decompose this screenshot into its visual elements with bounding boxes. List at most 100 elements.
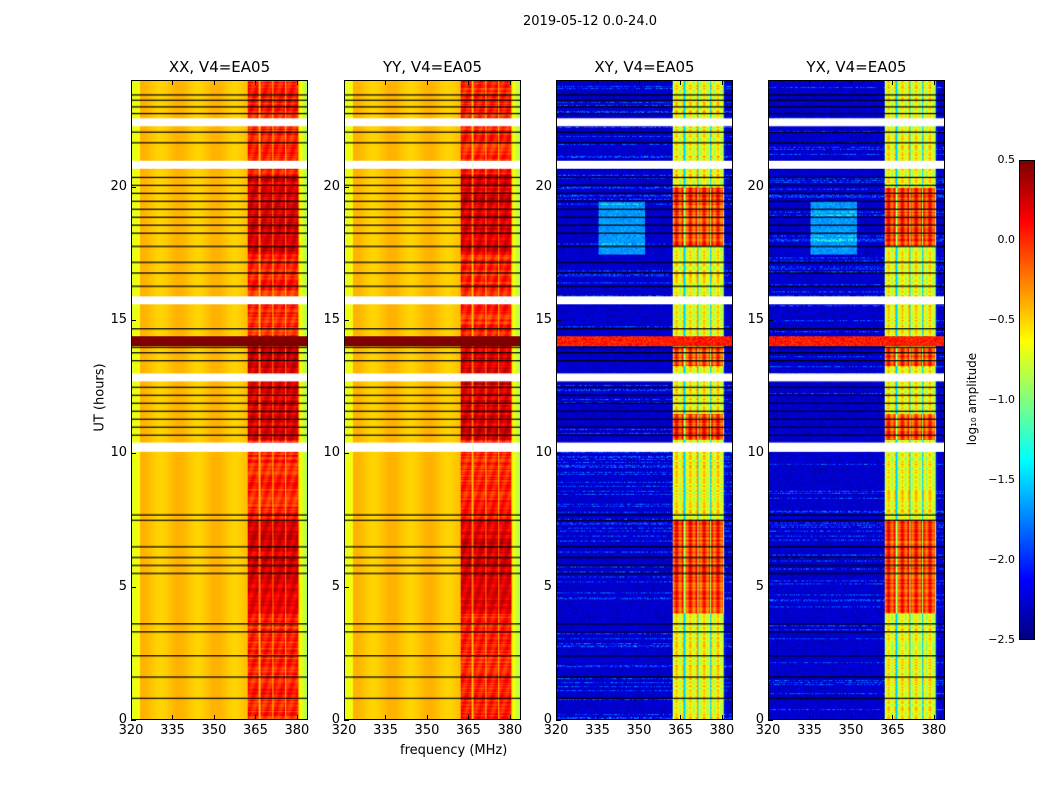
- y-tick-mark: [768, 453, 773, 455]
- y-tick-label: 10: [110, 445, 127, 461]
- panel-title-xy: XY, V4=EA05: [594, 58, 695, 76]
- x-tick-mark: [213, 715, 215, 720]
- x-tick-mark: [768, 80, 769, 85]
- x-tick-mark: [638, 715, 640, 720]
- x-tick-label: 335: [797, 723, 822, 738]
- x-tick-mark: [213, 80, 215, 85]
- x-tick-label: 380: [284, 723, 310, 738]
- y-tick-label: 0: [543, 712, 552, 727]
- colorbar-tick: −1.5: [988, 473, 1015, 486]
- x-tick-mark: [509, 715, 511, 720]
- y-tick-mark: [344, 586, 349, 588]
- x-tick-label: 320: [755, 723, 781, 738]
- y-tick-label: 20: [323, 178, 340, 194]
- x-tick-mark: [255, 80, 257, 85]
- heatmap-yy: [344, 80, 521, 720]
- x-tick-mark: [385, 715, 387, 720]
- heatmap-yx: [768, 80, 945, 720]
- x-tick-mark: [892, 80, 894, 85]
- y-tick-mark: [768, 720, 773, 721]
- y-tick-mark: [131, 453, 136, 455]
- x-tick-mark: [721, 715, 723, 720]
- y-axis-label: UT (hours): [92, 363, 108, 432]
- y-tick-mark: [131, 320, 136, 321]
- colorbar-tick: 0.0: [997, 233, 1016, 246]
- x-tick-mark: [933, 715, 935, 720]
- x-tick-label: 350: [626, 723, 652, 738]
- x-tick-mark: [597, 715, 599, 720]
- x-tick-label: 320: [118, 723, 144, 738]
- x-tick-mark: [809, 80, 811, 85]
- y-tick-mark: [131, 720, 136, 721]
- y-tick-mark: [768, 320, 773, 321]
- x-tick-mark: [892, 715, 894, 720]
- y-tick-label: 15: [747, 312, 764, 327]
- x-tick-mark: [809, 715, 811, 720]
- heatmap-canvas-yy: [345, 81, 520, 719]
- colorbar-tick: −1.0: [988, 393, 1015, 406]
- colorbar-tick: 0.5: [997, 153, 1016, 166]
- x-tick-mark: [597, 80, 599, 85]
- y-tick-label: 0: [755, 712, 764, 727]
- x-tick-label: 350: [201, 723, 227, 738]
- panel-title-xx: XX, V4=EA05: [168, 58, 271, 76]
- heatmap-xy: [556, 80, 733, 720]
- heatmap-xx: [131, 80, 308, 720]
- x-tick-mark: [296, 715, 298, 720]
- x-tick-mark: [385, 80, 387, 85]
- panel-title-yy: YY, V4=EA05: [382, 58, 483, 76]
- x-tick-mark: [131, 80, 132, 85]
- y-tick-label: 0: [118, 712, 127, 727]
- x-tick-mark: [509, 80, 511, 85]
- x-tick-mark: [721, 80, 723, 85]
- x-tick-mark: [680, 715, 682, 720]
- y-tick-label: 20: [747, 178, 764, 194]
- y-tick-mark: [344, 320, 349, 321]
- y-tick-label: 5: [118, 578, 127, 594]
- x-tick-mark: [131, 715, 132, 720]
- colorbar-tick: −2.0: [988, 553, 1015, 566]
- x-tick-label: 380: [709, 723, 735, 738]
- y-tick-label: 20: [535, 178, 552, 194]
- heatmap-canvas-yx: [769, 81, 944, 719]
- x-tick-label: 365: [243, 723, 268, 738]
- y-tick-label: 10: [747, 445, 764, 461]
- x-tick-mark: [556, 80, 557, 85]
- y-tick-label: 15: [110, 312, 127, 327]
- x-tick-label: 380: [921, 723, 947, 738]
- y-tick-label: 15: [323, 312, 340, 327]
- x-tick-mark: [172, 80, 174, 85]
- y-tick-label: 15: [535, 312, 552, 327]
- x-tick-mark: [255, 715, 257, 720]
- colorbar-tick: −0.5: [988, 313, 1015, 326]
- x-tick-mark: [468, 80, 470, 85]
- x-tick-mark: [344, 715, 345, 720]
- y-tick-label: 20: [110, 178, 127, 194]
- y-tick-label: 5: [755, 578, 764, 594]
- y-tick-mark: [556, 186, 561, 188]
- y-tick-mark: [556, 720, 561, 721]
- colorbar-label: log₁₀ amplitude: [965, 352, 979, 446]
- x-tick-label: 335: [160, 723, 185, 738]
- y-tick-mark: [556, 586, 561, 588]
- x-tick-mark: [296, 80, 298, 85]
- y-tick-mark: [131, 586, 136, 588]
- y-tick-mark: [344, 186, 349, 188]
- x-tick-label: 350: [838, 723, 864, 738]
- y-tick-label: 5: [331, 578, 340, 594]
- x-tick-mark: [172, 715, 174, 720]
- x-tick-mark: [680, 80, 682, 85]
- x-tick-label: 320: [543, 723, 569, 738]
- x-tick-label: 365: [668, 723, 693, 738]
- colorbar-tick: −2.5: [988, 633, 1015, 646]
- x-tick-mark: [426, 80, 428, 85]
- x-tick-label: 365: [880, 723, 905, 738]
- x-tick-label: 320: [331, 723, 357, 738]
- x-tick-mark: [556, 715, 557, 720]
- x-tick-mark: [638, 80, 640, 85]
- y-tick-mark: [344, 453, 349, 455]
- y-tick-mark: [344, 720, 349, 721]
- colorbar: [1019, 160, 1035, 640]
- y-tick-label: 10: [535, 445, 552, 461]
- x-tick-mark: [468, 715, 470, 720]
